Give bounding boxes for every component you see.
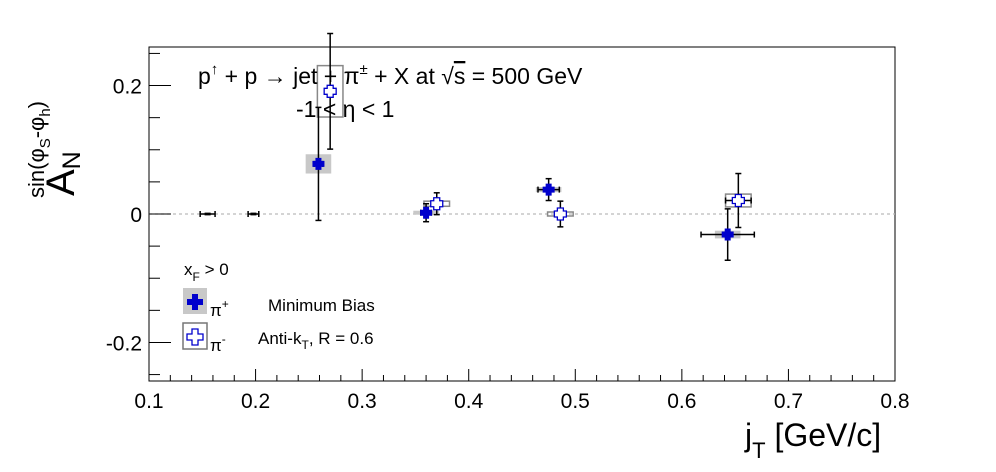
legend-condition: xF > 0 [184, 260, 229, 284]
pi-minus-point [731, 193, 745, 208]
y-axis-label: AN sin(φS-φh) [24, 101, 86, 198]
data-points [199, 32, 756, 261]
y-tick-label: 0.2 [113, 76, 142, 99]
title-line-1: p↑ + p → jet + π± + X at √s = 500 GeV [198, 61, 583, 89]
svg-text:AN: AN [39, 151, 86, 196]
legend: xF > 0 π+ Minimum Bias π- Anti-kT, R = 0… [182, 260, 375, 355]
pi-minus-point [430, 197, 444, 211]
x-tick-label: 0.5 [561, 390, 590, 413]
pi-minus-point [553, 207, 568, 221]
pi-plus-point [542, 183, 555, 196]
pi-plus-point [420, 206, 433, 219]
x-tick-label: 0.3 [348, 390, 377, 413]
svg-text:sin(φS-φh): sin(φS-φh) [24, 101, 54, 198]
x-axis-label: jT [GeV/c] [744, 417, 881, 463]
legend-pi-minus-label: π- [210, 332, 226, 355]
y-tick-label: 0 [130, 204, 142, 227]
x-tick-label: 0.8 [880, 390, 909, 413]
legend-pi-minus-marker [186, 328, 204, 346]
legend-pi-plus-marker [187, 294, 203, 310]
legend-pi-plus-label: π+ [210, 297, 229, 320]
x-tick-label: 0.6 [667, 390, 696, 413]
y-tick-label: -0.2 [106, 332, 142, 355]
x-tick-label: 0.4 [454, 390, 484, 413]
pi-plus-point [312, 157, 325, 170]
x-tick-label: 0.1 [134, 390, 163, 413]
legend-minimum-bias: Minimum Bias [268, 296, 375, 315]
pi-plus-point [721, 228, 734, 241]
pi-minus-point [323, 84, 337, 98]
legend-anti-kt: Anti-kT, R = 0.6 [258, 329, 374, 352]
systematic-boxes [305, 64, 752, 239]
y-axis-ticks: -0.2 0 0.2 [106, 52, 171, 376]
x-tick-label: 0.2 [241, 390, 270, 413]
x-axis-ticks: 0.1 0.2 0.3 0.4 0.5 0.6 0.7 0.8 [134, 369, 910, 413]
x-tick-label: 0.7 [774, 390, 803, 413]
title-line-2: -1 < η < 1 [296, 96, 394, 122]
